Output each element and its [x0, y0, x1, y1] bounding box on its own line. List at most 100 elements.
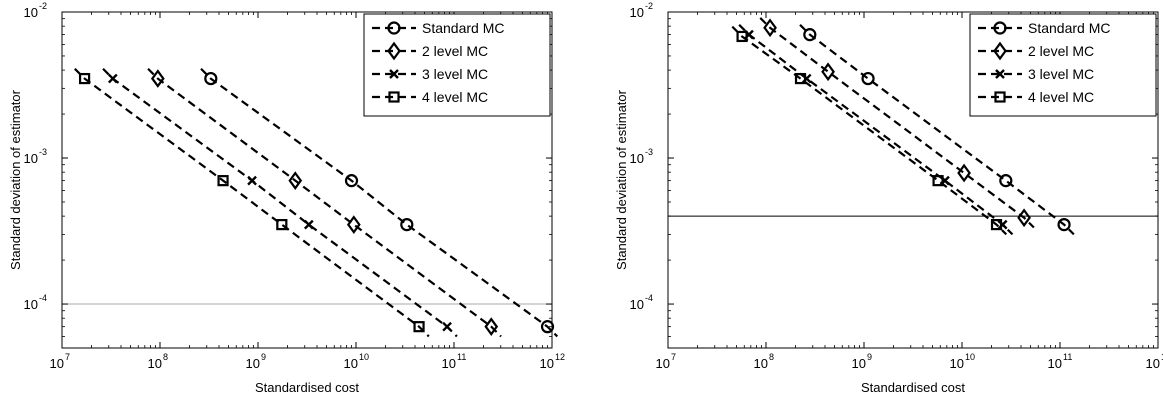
x-tick-exp: 9: [867, 352, 872, 362]
x-tick-base: 10: [540, 356, 554, 371]
series-line: [74, 67, 430, 338]
legend-item: 3 level MC: [372, 66, 488, 82]
x-tick-exp: 12: [555, 352, 565, 362]
legend-item: Standard MC: [372, 20, 504, 36]
series-circle: [200, 67, 559, 338]
x-tick-base: 10: [148, 356, 162, 371]
x-marker: [997, 219, 1008, 230]
x-tick-label: 10 10: [344, 352, 369, 371]
legend: Standard MC 2 level MC 3 level MC 4 level M…: [363, 13, 551, 117]
square-marker: [794, 72, 807, 85]
diamond-marker: [957, 163, 971, 183]
square-marker: [388, 91, 400, 103]
circle-marker: [540, 320, 555, 334]
diamond-marker: [150, 69, 165, 88]
series-line: [738, 24, 1014, 236]
legend-label: 2 level MC: [422, 43, 488, 59]
x-tick-exp: 10: [359, 352, 369, 362]
square-marker: [990, 218, 1003, 231]
circle-marker: [993, 21, 1007, 35]
y-tick-exp: -2: [39, 1, 47, 11]
legend-item: 3 level MC: [978, 66, 1094, 82]
legend-item: 2 level MC: [372, 41, 488, 61]
square-marker: [994, 91, 1006, 103]
x-tick-exp: 11: [457, 352, 466, 362]
legend-label: 2 level MC: [1028, 43, 1094, 59]
square-marker: [736, 30, 748, 43]
legend-label: Standard MC: [1028, 20, 1110, 36]
circle-marker: [861, 71, 875, 86]
x-marker: [389, 69, 399, 79]
circle-marker: [1057, 217, 1071, 232]
y-tick-label: 10 -4: [24, 293, 47, 312]
legend-item: 4 level MC: [978, 89, 1094, 105]
legend-label: Standard MC: [422, 20, 504, 36]
y-tick-exp: -2: [645, 1, 653, 11]
x-tick-label: 10 7: [656, 352, 676, 371]
y-tick-base: 10: [24, 5, 38, 20]
diamond-marker: [993, 41, 1007, 61]
x-tick-exp: 9: [261, 352, 266, 362]
square-marker: [413, 321, 425, 333]
series-square: [74, 67, 430, 338]
series-circle: [799, 24, 1075, 236]
legend-label: 4 level MC: [422, 89, 488, 105]
x-tick-exp: 12: [1161, 352, 1163, 362]
x-tick-base: 10: [246, 356, 260, 371]
diamond-marker: [288, 171, 303, 191]
square-marker: [276, 218, 288, 231]
circle-marker: [999, 174, 1013, 188]
x-tick-label: 10 11: [1048, 352, 1073, 371]
square-marker: [78, 72, 91, 85]
square-marker: [932, 175, 944, 187]
diamond-marker: [1017, 208, 1031, 228]
circle-marker: [387, 21, 401, 35]
circle-marker: [344, 174, 359, 188]
y-tick-base: 10: [630, 5, 644, 20]
legend-label: 3 level MC: [1028, 66, 1094, 82]
y-tick-base: 10: [630, 151, 644, 166]
plot-frame: [667, 11, 1159, 349]
x-tick-base: 10: [754, 356, 768, 371]
square-marker: [217, 175, 229, 187]
x-tick-exp: 8: [163, 352, 168, 362]
x-marker: [801, 73, 812, 84]
legend-box: [363, 13, 551, 117]
x-tick-exp: 11: [1063, 352, 1072, 362]
x-marker: [442, 321, 452, 332]
series-line: [799, 24, 1075, 236]
x-marker: [107, 73, 118, 84]
x-tick-label: 10 11: [442, 352, 467, 371]
series-square: [731, 25, 1008, 236]
legend-item: Standard MC: [978, 20, 1110, 36]
x-tick-base: 10: [50, 356, 64, 371]
legend-label: 4 level MC: [1028, 89, 1094, 105]
diamond-marker: [387, 41, 401, 61]
y-tick-label: 10 -4: [630, 293, 653, 312]
circle-marker: [400, 217, 414, 232]
series-line: [731, 25, 1008, 236]
plot-frame: [61, 11, 553, 349]
circle-marker: [204, 71, 218, 86]
y-tick-base: 10: [630, 297, 644, 312]
legend: Standard MC 2 level MC 3 level MC 4 level M…: [969, 13, 1157, 117]
y-tick-base: 10: [24, 297, 38, 312]
y-tick-base: 10: [24, 151, 38, 166]
series-line: [200, 67, 559, 338]
y-tick-exp: -3: [39, 147, 47, 157]
x-tick-exp: 8: [769, 352, 774, 362]
diamond-marker: [484, 317, 499, 337]
series-line: [147, 67, 502, 338]
y-tick-exp: -4: [645, 293, 653, 303]
diamond-marker: [821, 62, 835, 82]
x-tick-exp: 7: [671, 352, 676, 362]
x-tick-label: 10 9: [852, 352, 872, 371]
x-tick-label: 10 10: [950, 352, 975, 371]
x-tick-base: 10: [1048, 356, 1062, 371]
legend-item: 2 level MC: [978, 41, 1094, 61]
y-tick-exp: -4: [39, 293, 47, 303]
series-line: [759, 17, 1035, 229]
